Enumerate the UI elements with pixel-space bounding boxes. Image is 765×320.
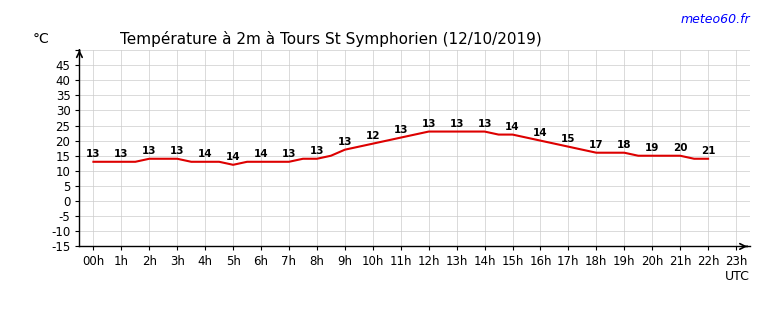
Text: UTC: UTC bbox=[725, 270, 750, 283]
Text: 18: 18 bbox=[617, 140, 632, 150]
Text: 15: 15 bbox=[562, 134, 575, 144]
Text: 14: 14 bbox=[505, 122, 520, 132]
Text: 13: 13 bbox=[282, 149, 296, 159]
Text: 17: 17 bbox=[589, 140, 604, 150]
Text: 14: 14 bbox=[198, 149, 213, 159]
Text: 19: 19 bbox=[645, 143, 659, 153]
Text: 13: 13 bbox=[114, 149, 129, 159]
Text: 13: 13 bbox=[142, 146, 157, 156]
Text: 21: 21 bbox=[701, 146, 715, 156]
Text: 13: 13 bbox=[310, 146, 324, 156]
Text: 14: 14 bbox=[226, 152, 240, 162]
Text: 13: 13 bbox=[449, 119, 464, 129]
Text: Température à 2m à Tours St Symphorien (12/10/2019): Température à 2m à Tours St Symphorien (… bbox=[119, 31, 542, 47]
Text: 14: 14 bbox=[254, 149, 269, 159]
Text: 13: 13 bbox=[477, 119, 492, 129]
Text: meteo60.fr: meteo60.fr bbox=[680, 13, 750, 26]
Text: 20: 20 bbox=[673, 143, 688, 153]
Text: 13: 13 bbox=[422, 119, 436, 129]
Text: °C: °C bbox=[33, 32, 49, 46]
Text: 13: 13 bbox=[170, 146, 184, 156]
Text: 12: 12 bbox=[366, 131, 380, 141]
Text: 13: 13 bbox=[337, 137, 352, 147]
Text: 13: 13 bbox=[393, 125, 408, 135]
Text: 13: 13 bbox=[86, 149, 101, 159]
Text: 14: 14 bbox=[533, 128, 548, 138]
